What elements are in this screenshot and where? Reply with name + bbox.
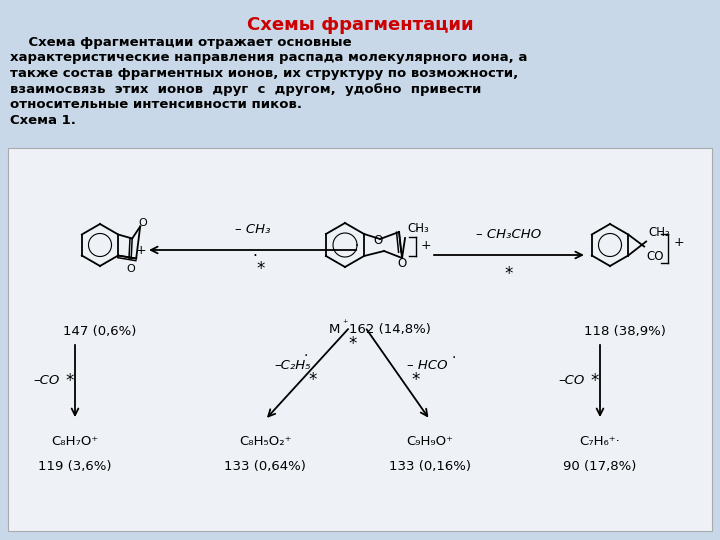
Text: M: M (328, 323, 340, 336)
Text: *: * (66, 372, 74, 390)
Text: 147 (0,6%): 147 (0,6%) (63, 325, 137, 338)
Text: – CH₃CHO: – CH₃CHO (477, 228, 541, 241)
Text: +: + (136, 244, 146, 257)
Text: –CO: –CO (34, 375, 60, 388)
Text: – HCO: – HCO (408, 359, 448, 372)
Text: 90 (17,8%): 90 (17,8%) (563, 460, 636, 473)
Text: *: * (591, 372, 599, 390)
Text: – CH₃: – CH₃ (235, 223, 271, 236)
Text: также состав фрагментных ионов, их структуру по возможности,: также состав фрагментных ионов, их струк… (10, 67, 518, 80)
Text: характеристические направления распада молекулярного иона, а: характеристические направления распада м… (10, 51, 527, 64)
Text: O: O (139, 219, 148, 228)
Text: CH₃: CH₃ (407, 222, 429, 235)
Text: ·: · (303, 349, 307, 363)
Text: Схема фрагментации отражает основные: Схема фрагментации отражает основные (10, 36, 351, 49)
Text: CO: CO (646, 249, 664, 262)
Text: C₈H₇O⁺: C₈H₇O⁺ (51, 435, 99, 448)
Text: ·: · (252, 249, 257, 264)
Text: C₈H₅O₂⁺: C₈H₅O₂⁺ (239, 435, 292, 448)
Text: O: O (127, 264, 135, 273)
Text: *: * (256, 260, 265, 278)
Text: *: * (348, 334, 356, 353)
Text: C₉H₉O⁺: C₉H₉O⁺ (407, 435, 454, 448)
Text: –CO: –CO (559, 375, 585, 388)
Text: Схемы фрагментации: Схемы фрагментации (247, 16, 473, 34)
Text: ·: · (451, 352, 456, 366)
Text: взаимосвязь  этих  ионов  друг  с  другом,  удобно  привести: взаимосвязь этих ионов друг с другом, уд… (10, 83, 482, 96)
Text: O: O (374, 233, 382, 246)
Text: 162 (14,8%): 162 (14,8%) (349, 323, 431, 336)
Text: O: O (397, 257, 407, 270)
Text: +: + (673, 235, 684, 248)
Text: CH₂: CH₂ (648, 226, 670, 239)
Text: 119 (3,6%): 119 (3,6%) (38, 460, 112, 473)
Text: *: * (308, 370, 317, 388)
Bar (8, 148, 712, 531)
Text: 118 (38,9%): 118 (38,9%) (584, 325, 666, 338)
Text: 133 (0,16%): 133 (0,16%) (389, 460, 471, 473)
Text: *: * (411, 370, 420, 388)
Text: –C₂H₅: –C₂H₅ (274, 359, 311, 372)
Text: ⁺: ⁺ (342, 319, 348, 329)
Text: 133 (0,64%): 133 (0,64%) (224, 460, 306, 473)
Text: Схема 1.: Схема 1. (10, 113, 76, 126)
Text: *: * (505, 265, 513, 283)
Text: +: + (421, 239, 432, 252)
Text: относительные интенсивности пиков.: относительные интенсивности пиков. (10, 98, 302, 111)
Text: ·: · (415, 223, 419, 237)
Text: C₇H₆⁺·: C₇H₆⁺· (580, 435, 621, 448)
